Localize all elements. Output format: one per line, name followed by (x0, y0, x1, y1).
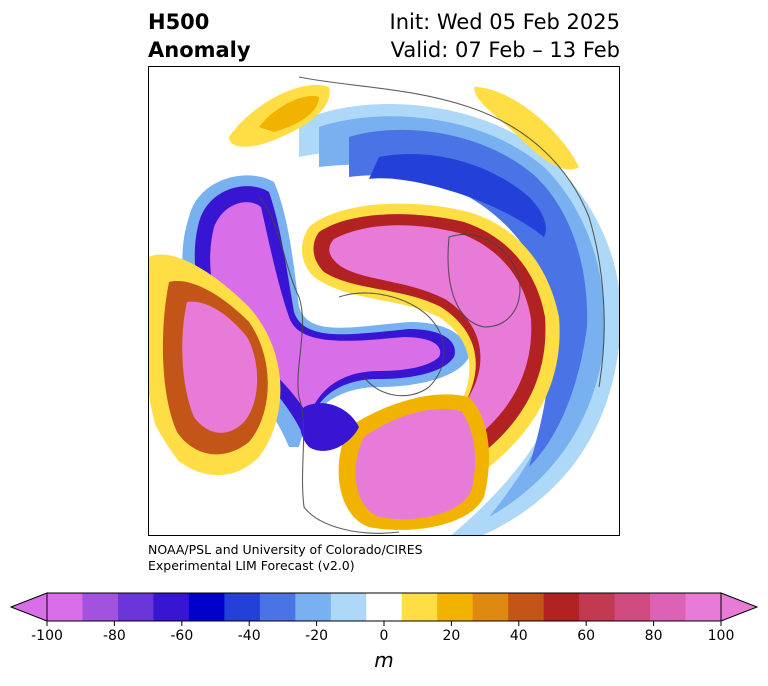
colorbar-tick-label: -60 (170, 628, 194, 644)
colorbar-segment (224, 593, 261, 621)
colorbar-segment (472, 593, 509, 621)
anomaly-field (149, 85, 619, 535)
colorbar-tick-label: 60 (577, 628, 596, 644)
coastlines (258, 76, 605, 534)
title-type: Anomaly (148, 38, 251, 62)
map-title: H500 Anomaly (148, 8, 251, 64)
colorbar-segment (543, 593, 580, 621)
colorbar-segment (295, 593, 332, 621)
colorbar-segment (614, 593, 651, 621)
forecast-dates: Init: Wed 05 Feb 2025 Valid: 07 Feb – 13… (390, 8, 620, 64)
neg-low-west (299, 403, 359, 451)
coastline-greenland (447, 233, 521, 328)
colorbar-tick-label: 40 (509, 628, 528, 644)
colorbar-tick-label: 0 (379, 628, 389, 644)
colorbar-tick-label: -20 (305, 628, 329, 644)
valid-range: Valid: 07 Feb – 13 Feb (390, 38, 620, 62)
polar-map (148, 66, 620, 536)
colorbar-segment (650, 593, 687, 621)
anomaly-map-svg (149, 76, 619, 535)
colorbar-segment (579, 593, 616, 621)
colorbar-segment (47, 593, 83, 621)
colorbar-tick-label: 100 (707, 628, 735, 644)
colorbar-segment (401, 593, 438, 621)
colorbar-segment (82, 593, 119, 621)
credit-line-1: NOAA/PSL and University of Colorado/CIRE… (148, 542, 423, 557)
colorbar-over-extension (720, 592, 759, 622)
neg-anomaly-core (369, 153, 546, 237)
colorbar-segment (508, 593, 545, 621)
colorbar-tick-label: -40 (237, 628, 261, 644)
init-date: Init: Wed 05 Feb 2025 (389, 10, 620, 34)
colorbar-tick-label: 80 (644, 628, 663, 644)
colorbar (9, 592, 759, 626)
credit: NOAA/PSL and University of Colorado/CIRE… (148, 542, 423, 574)
colorbar-segment (366, 593, 403, 621)
coastline-north-america (258, 196, 400, 534)
colorbar-segment (259, 593, 296, 621)
pos-anomaly-ridge-nw-core (259, 96, 319, 132)
pos-ridge-se-core (355, 408, 476, 520)
colorbar-ticks: -100 -80 -60 -40 -20 0 20 40 60 80 100 (0, 628, 768, 646)
pos-anomaly-ridge-ne (474, 87, 579, 170)
coastline-eurasia (298, 76, 605, 388)
colorbar-tick-label: 20 (442, 628, 461, 644)
colorbar-segment (153, 593, 190, 621)
title-variable: H500 (148, 10, 210, 34)
pos-ridge-main-core (329, 225, 532, 465)
colorbar-unit: m (374, 648, 394, 672)
coastline-arctic (338, 292, 445, 397)
colorbar-under-extension (9, 592, 48, 622)
credit-line-2: Experimental LIM Forecast (v2.0) (148, 558, 355, 573)
colorbar-segment (330, 593, 367, 621)
pos-ridge-sw-core (182, 301, 258, 433)
colorbar-segment (188, 593, 225, 621)
colorbar-segment (117, 593, 154, 621)
colorbar-segment (685, 593, 722, 621)
colorbar-segment (437, 593, 474, 621)
colorbar-tick-label: -100 (31, 628, 63, 644)
colorbar-tick-label: -80 (102, 628, 126, 644)
